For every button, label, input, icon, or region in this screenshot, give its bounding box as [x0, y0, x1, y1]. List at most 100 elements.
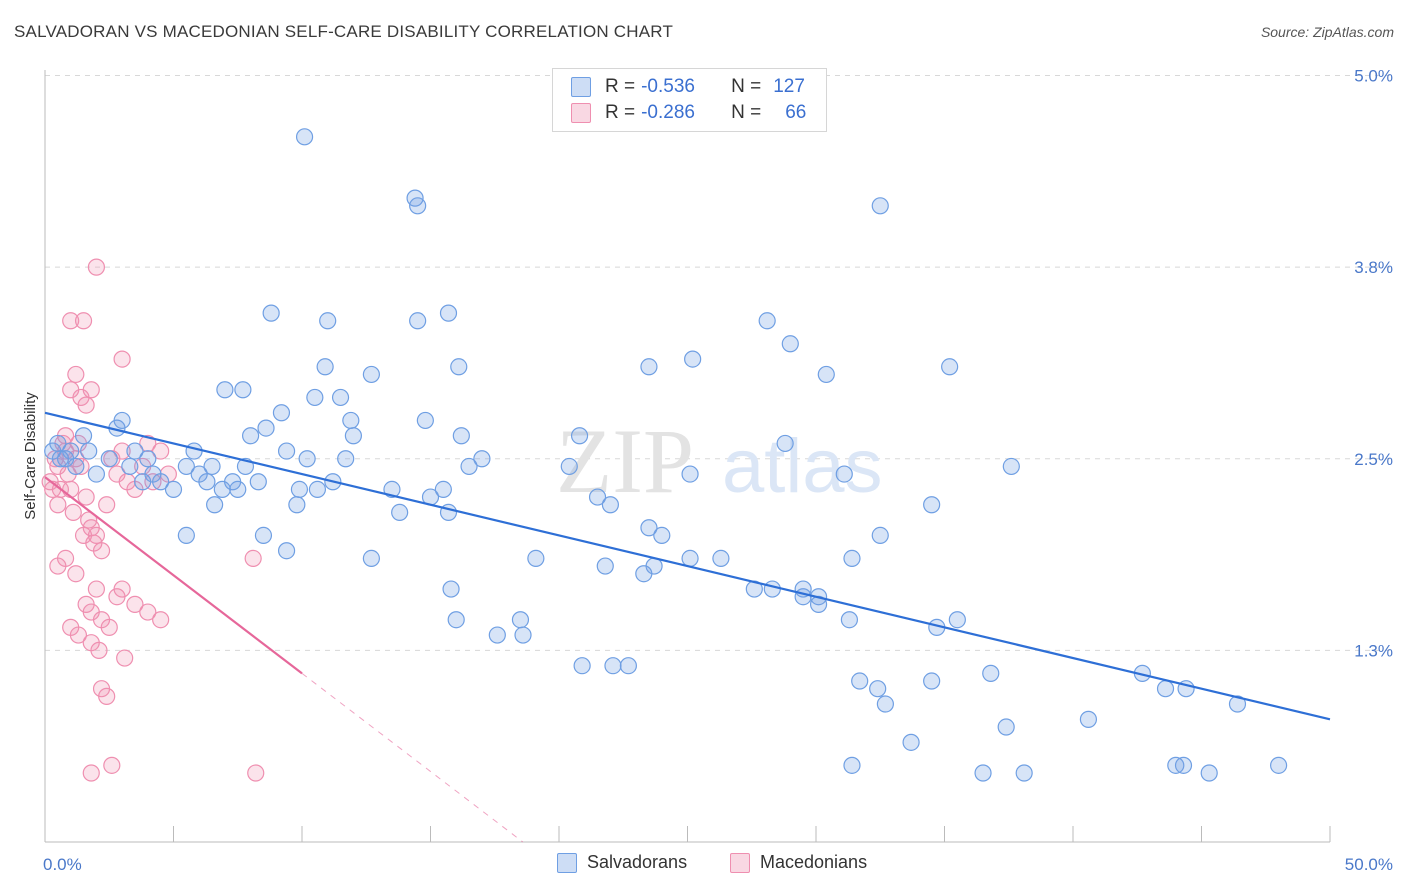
salvadorans-point [588, 488, 607, 506]
macedonians-point [62, 312, 80, 330]
salvadorans-point [121, 457, 139, 476]
macedonians-point [62, 480, 80, 499]
macedonians-point [244, 549, 262, 567]
legend-n-label: N = [731, 76, 762, 97]
series-legend-salvadorans: Salvadorans [557, 852, 687, 873]
trend-lines [44, 411, 1331, 843]
watermark-zip: ZIP [556, 410, 694, 512]
salvadorans-point [306, 388, 324, 407]
salvadorans-point [319, 312, 337, 330]
macedonians-point [56, 549, 75, 567]
legend-swatch-pink [571, 103, 591, 123]
macedonians-point [87, 526, 106, 545]
macedonians-point [64, 503, 82, 522]
salvadorans-point [290, 480, 309, 499]
salvadorans-point [113, 411, 131, 430]
salvadorans-point [570, 427, 589, 445]
salvadorans-point [871, 526, 889, 545]
macedonians-point [92, 542, 111, 560]
series-swatch-blue [557, 852, 577, 873]
salvadorans-points [44, 128, 1288, 782]
salvadorans-point [871, 197, 889, 215]
salvadorans-point [316, 358, 334, 376]
macedonians-point [100, 618, 118, 636]
macedonians-point [116, 649, 134, 667]
macedonians-point [72, 457, 90, 476]
y-tick-label: 3.8% [1354, 258, 1393, 277]
legend: R = -0.536 N = 127 R = -0.286 N = 66 [552, 68, 827, 132]
salvadorans-point [262, 304, 280, 322]
salvadorans-point [1228, 695, 1247, 713]
salvadorans-point [781, 335, 799, 353]
salvadorans-point [177, 457, 195, 476]
salvadorans-point [126, 442, 144, 460]
legend-row-salvadorans: R = -0.536 N = 127 [571, 74, 805, 100]
salvadorans-point [331, 388, 350, 407]
macedonians-point [113, 580, 131, 598]
macedonians-point [74, 312, 93, 330]
salvadorans-point [653, 526, 671, 545]
salvadorans-point [139, 450, 157, 468]
salvadorans-point [902, 733, 920, 751]
salvadorans-point [941, 358, 959, 376]
salvadorans-point [409, 312, 427, 330]
salvadorans-point [488, 626, 506, 644]
salvadorans-point [596, 557, 614, 575]
macedonians-point [87, 258, 106, 276]
y-tick-label: 1.3% [1354, 641, 1393, 660]
salvadorans-point [362, 365, 380, 384]
chart-source: Source: ZipAtlas.com [1260, 24, 1394, 40]
salvadorans-point [473, 450, 491, 468]
macedonians-trend-line [44, 476, 303, 675]
salvadorans-point [843, 756, 861, 774]
salvadorans-point [681, 465, 699, 483]
salvadorans-point [712, 549, 730, 567]
salvadorans-point [997, 718, 1015, 736]
salvadorans-point [527, 549, 545, 567]
salvadorans-point [1174, 756, 1193, 774]
legend-r-label: R = [605, 102, 636, 123]
salvadorans-point [416, 411, 434, 430]
macedonians-point [77, 396, 95, 414]
salvadorans-point [560, 457, 578, 476]
salvadorans-point [447, 611, 465, 629]
legend-n-label: N = [731, 102, 762, 123]
legend-n-value: 66 [785, 102, 807, 123]
salvadorans-point [288, 496, 306, 514]
salvadorans-point [249, 473, 267, 491]
salvadorans-point [295, 128, 314, 146]
macedonians-point [49, 496, 67, 514]
salvadorans-point [843, 549, 861, 567]
salvadorans-point [257, 419, 275, 437]
watermark-atlas: atlas [722, 424, 883, 509]
macedonians-trend-extension [301, 672, 524, 843]
y-axis-label: Self-Care Disability [22, 392, 39, 520]
y-tick-label: 5.0% [1354, 67, 1393, 86]
salvadorans-point [277, 542, 296, 560]
series-label-salvadorans: Salvadorans [587, 852, 688, 872]
salvadorans-point [1015, 764, 1033, 782]
salvadorans-point [308, 480, 327, 499]
macedonians-point [87, 580, 106, 598]
salvadorans-point [74, 427, 93, 445]
salvadorans-point [185, 442, 203, 460]
salvadorans-point [1200, 764, 1218, 782]
salvadorans-point [776, 434, 794, 453]
salvadorans-point [601, 496, 620, 514]
salvadorans-point [337, 450, 355, 468]
salvadorans-point [80, 442, 98, 460]
salvadorans-point [439, 304, 458, 322]
macedonians-point [139, 603, 157, 621]
x-tick-labels: 0.0% 50.0% [43, 855, 1393, 874]
salvadorans-point [254, 526, 273, 545]
salvadorans-point [234, 381, 252, 399]
salvadorans-point [681, 549, 699, 567]
salvadorans-point [164, 480, 183, 499]
salvadorans-point [277, 442, 296, 460]
axes [44, 70, 1331, 843]
macedonians-point [77, 488, 95, 506]
salvadorans-point [229, 480, 247, 499]
series-label-macedonians: Macedonians [760, 852, 868, 872]
salvadorans-point [198, 473, 216, 491]
